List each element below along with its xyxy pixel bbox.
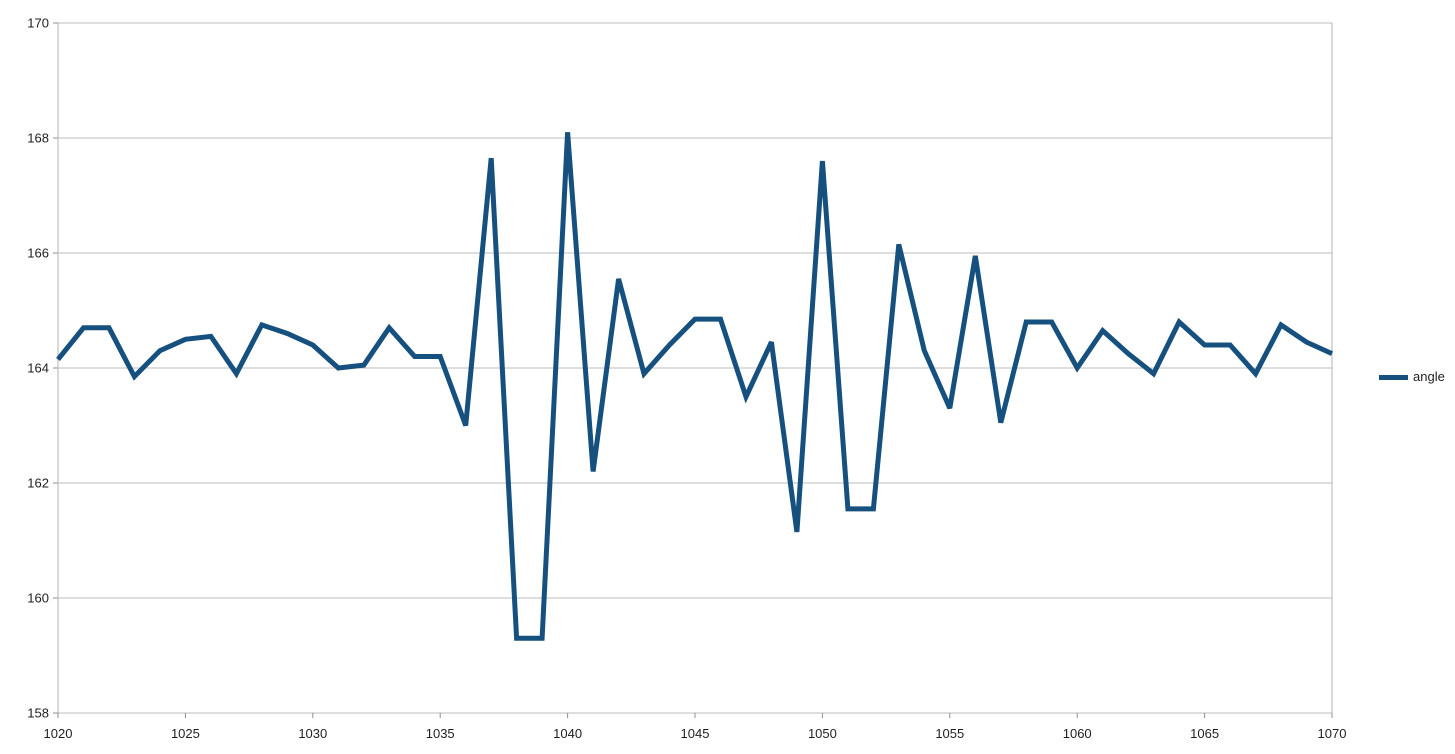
y-axis-label: 168 <box>27 131 49 146</box>
x-axis-label: 1060 <box>1063 726 1092 741</box>
y-axis-label: 158 <box>27 706 49 721</box>
y-axis-label: 166 <box>27 246 49 261</box>
y-axis-label: 162 <box>27 476 49 491</box>
series-line-angle <box>56 132 1334 641</box>
x-axis-label: 1045 <box>681 726 710 741</box>
x-axis-label: 1050 <box>808 726 837 741</box>
x-axis-label: 1055 <box>935 726 964 741</box>
y-axis-label: 160 <box>27 591 49 606</box>
y-axis-label: 164 <box>27 361 49 376</box>
x-axis-label: 1030 <box>298 726 327 741</box>
x-axis-label: 1065 <box>1190 726 1219 741</box>
x-axis-label: 1025 <box>171 726 200 741</box>
x-axis-label: 1020 <box>44 726 73 741</box>
x-axis-label: 1070 <box>1318 726 1347 741</box>
legend: angle <box>1379 369 1445 385</box>
legend-label: angle <box>1413 369 1445 384</box>
y-axis-label: 170 <box>27 16 49 31</box>
x-axis-label: 1035 <box>426 726 455 741</box>
legend-line-swatch <box>1379 374 1408 380</box>
x-axis-label: 1040 <box>553 726 582 741</box>
